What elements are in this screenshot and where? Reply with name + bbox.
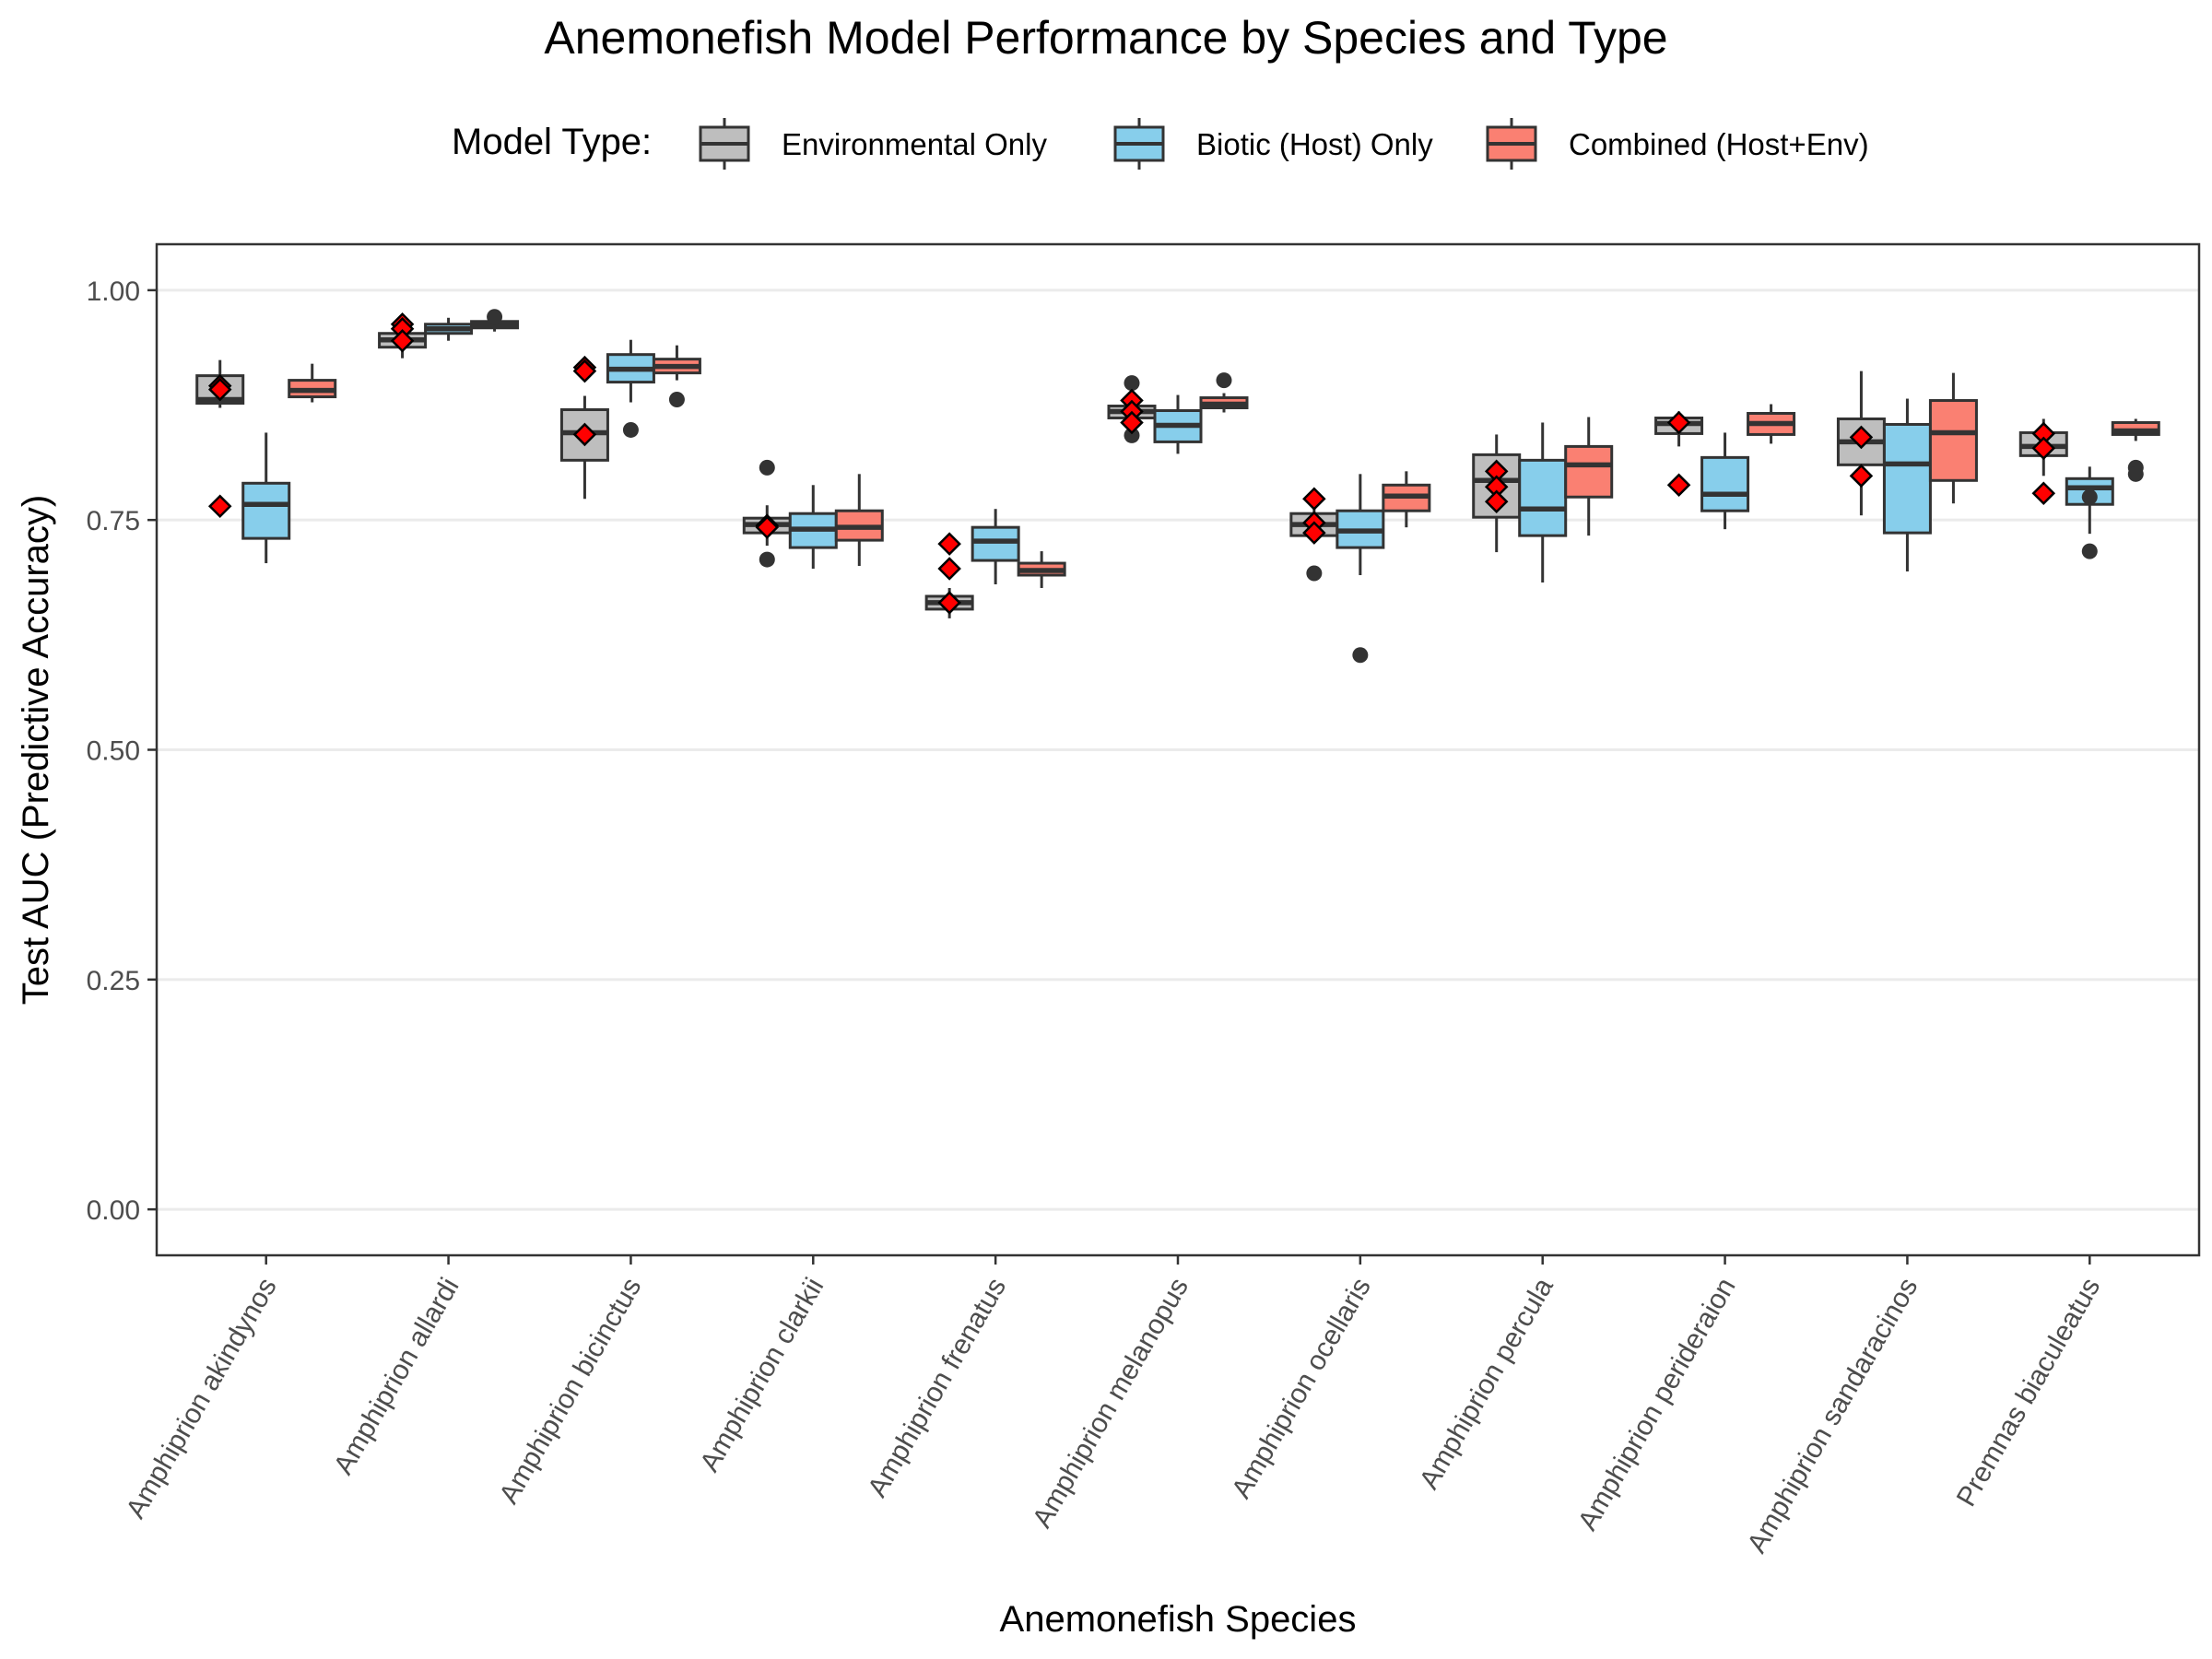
x-tick-label: Amphiprion akindynos xyxy=(121,1273,283,1524)
y-tick-label: 0.00 xyxy=(87,1195,140,1226)
x-tick-label: Amphiprion allardi xyxy=(328,1273,465,1479)
outlier-point xyxy=(1124,375,1140,392)
box xyxy=(1564,444,1614,499)
x-tick-label: Amphiprion percula xyxy=(1414,1273,1559,1495)
box xyxy=(1882,422,1932,535)
red-diamond-point xyxy=(1120,410,1144,435)
red-diamond-points xyxy=(207,312,2056,615)
red-diamond-point xyxy=(2031,481,2056,506)
legend-label-combined: Combined (Host+Env) xyxy=(1569,127,1869,161)
legend-key-biotic xyxy=(1113,118,1165,170)
legend-label-biotic: Biotic (Host) Only xyxy=(1196,127,1433,161)
x-tick-label: Amphiprion melanopus xyxy=(1027,1273,1194,1533)
red-diamond-point xyxy=(207,377,232,402)
box xyxy=(1700,455,1750,512)
red-diamond-point xyxy=(1302,487,1326,512)
red-diamond-point xyxy=(572,422,597,447)
outlier-point xyxy=(2127,465,2144,482)
outlier-point xyxy=(1352,647,1369,664)
outlier-point xyxy=(668,392,685,408)
y-tick-label: 0.50 xyxy=(87,736,140,767)
outlier-point xyxy=(2081,488,2098,505)
y-tick-label: 1.00 xyxy=(87,276,140,307)
legend-key-combined xyxy=(1486,118,1537,170)
x-tick-label: Amphiprion clarkii xyxy=(694,1273,830,1477)
box xyxy=(1518,458,1568,537)
series-combined-host-env xyxy=(288,309,2160,588)
y-tick-label: 0.75 xyxy=(87,506,140,536)
outlier-point xyxy=(487,309,503,325)
x-tick-label: Amphiprion frenatus xyxy=(862,1273,1012,1502)
outlier-point xyxy=(1216,372,1232,389)
x-tick-label: Amphiprion sandaracinos xyxy=(1742,1273,1924,1559)
series-biotic-host-only xyxy=(241,317,2114,664)
red-diamond-point xyxy=(1484,489,1509,514)
red-diamond-point xyxy=(937,532,961,556)
red-diamond-point xyxy=(1666,473,1691,498)
outlier-point xyxy=(1306,565,1323,582)
legend-label-environmental: Environmental Only xyxy=(782,127,1047,161)
outlier-point xyxy=(759,551,775,568)
chart-title: Anemonefish Model Performance by Species… xyxy=(544,12,1668,64)
red-diamond-point xyxy=(2031,436,2056,461)
red-diamond-point xyxy=(937,591,961,615)
red-diamond-point xyxy=(1849,425,1874,450)
x-tick-label: Amphiprion bicinctus xyxy=(494,1273,648,1509)
x-axis-title: Anemonefish Species xyxy=(1000,1599,1357,1640)
x-tick-label: Amphiprion perideraion xyxy=(1572,1273,1742,1535)
box xyxy=(971,525,1020,562)
legend: Model Type: Environmental Only Biotic (H… xyxy=(0,116,2212,171)
x-tick-label: Premnas biaculeatus xyxy=(1951,1273,2107,1512)
x-tick-label: Amphiprion ocellaris xyxy=(1226,1273,1377,1503)
red-diamond-point xyxy=(572,359,597,383)
red-diamond-point xyxy=(937,557,961,581)
y-axis-title: Test AUC (Predictive Accuracy) xyxy=(16,495,56,1006)
red-diamond-point xyxy=(755,515,780,539)
outlier-point xyxy=(2081,543,2098,559)
y-tick-label: 0.25 xyxy=(87,966,140,996)
red-diamond-point xyxy=(207,494,232,518)
legend-title: Model Type: xyxy=(452,122,653,162)
red-diamond-point xyxy=(390,328,415,353)
box xyxy=(241,481,291,540)
red-diamond-point xyxy=(1302,521,1326,545)
outlier-point xyxy=(759,459,775,476)
red-diamond-point xyxy=(1666,410,1691,435)
red-diamond-point xyxy=(1849,464,1874,488)
outlier-point xyxy=(1124,427,1140,443)
legend-key-environmental xyxy=(699,118,750,170)
box xyxy=(1928,399,1978,482)
outlier-point xyxy=(622,421,639,438)
